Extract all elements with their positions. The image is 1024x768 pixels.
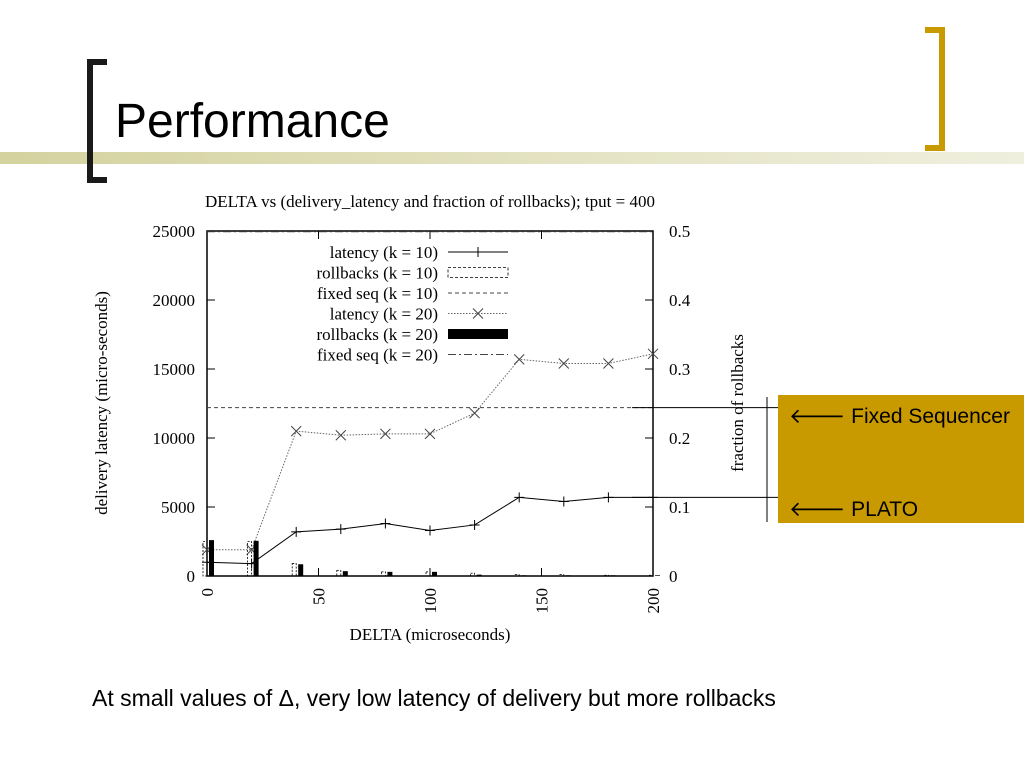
left-arrow-icon: 🡐 xyxy=(789,498,846,521)
y2-tick-label: 0.3 xyxy=(669,360,690,379)
latency-k-10-point xyxy=(335,524,346,535)
y-tick-label: 0 xyxy=(187,567,196,586)
legend-marker-latency-k-20 xyxy=(472,308,484,319)
x-axis-label: DELTA (microseconds) xyxy=(350,625,511,644)
x-tick-label: 150 xyxy=(533,588,552,614)
y-tick-label: 25000 xyxy=(153,222,196,241)
y-tick-label: 20000 xyxy=(153,291,196,310)
x-tick-label: 0 xyxy=(198,588,217,597)
rollbacks-k-20-bar xyxy=(521,575,527,576)
latency-k-10-point xyxy=(469,519,480,530)
slide-title: Performance xyxy=(115,95,390,148)
rollbacks-k-10-bar xyxy=(470,572,476,577)
latency-k-10-point xyxy=(291,526,302,537)
callout-label: PLATO xyxy=(851,498,919,521)
y2-tick-label: 0.2 xyxy=(669,429,690,448)
rollbacks-k-10-bar xyxy=(559,574,565,577)
y2-tick-label: 0.1 xyxy=(669,498,690,517)
legend-label-fixed-seq-k-20: fixed seq (k = 20) xyxy=(317,346,438,365)
rollbacks-k-10-bar xyxy=(336,570,342,577)
slide-caption: At small values of Δ, very low latency o… xyxy=(92,685,776,711)
y-axis-label: delivery latency (micro-seconds) xyxy=(92,291,111,515)
title-band xyxy=(0,152,1024,164)
x-tick-label: 50 xyxy=(310,588,329,605)
y2-tick-label: 0.5 xyxy=(669,222,690,241)
legend-label-fixed-seq-k-10: fixed seq (k = 10) xyxy=(317,284,438,303)
rollbacks-k-10-bar xyxy=(604,574,609,577)
left-bracket-decoration xyxy=(87,59,107,183)
legend-sample-rollbacks-k-10 xyxy=(447,267,509,278)
latency-k-10-point xyxy=(558,496,569,507)
legend-marker-latency-k-10 xyxy=(473,247,483,257)
y2-tick-label: 0.4 xyxy=(669,291,691,310)
latency-k-20-point xyxy=(513,353,525,365)
rollbacks-k-20-bar xyxy=(565,575,571,576)
rollbacks-k-10-bar xyxy=(202,541,208,577)
right-bracket-decoration xyxy=(925,27,945,151)
latency-k-20-point xyxy=(335,429,347,441)
legend-label-latency-k-10: latency (k = 10) xyxy=(330,243,438,262)
latency-k-20-point xyxy=(603,358,614,369)
chart-title: DELTA vs (delivery_latency and fraction … xyxy=(205,192,655,211)
rollbacks-k-10-bar xyxy=(425,571,431,577)
legend-label-latency-k-20: latency (k = 20) xyxy=(330,305,438,324)
rollbacks-k-20-bar xyxy=(432,571,437,576)
rollbacks-k-10-bar xyxy=(291,563,297,577)
latency-k-20-point xyxy=(647,348,659,360)
y-tick-label: 5000 xyxy=(161,498,195,517)
rollbacks-k-10-bar xyxy=(514,574,520,577)
callout-fixed-sequencer: 🡐 Fixed Sequencer xyxy=(789,404,1010,429)
latency-k-10-point xyxy=(380,518,391,529)
y-tick-label: 10000 xyxy=(153,429,196,448)
rollbacks-k-20-bar xyxy=(610,575,616,576)
rollbacks-k-20-bar xyxy=(476,574,482,576)
x-tick-label: 200 xyxy=(644,588,663,614)
callout-box xyxy=(778,395,1024,523)
rollbacks-k-20-bar xyxy=(342,571,348,576)
latency-k-20-point xyxy=(380,428,391,440)
legend-label-rollbacks-k-20: rollbacks (k = 20) xyxy=(317,325,438,344)
y-tick-label: 15000 xyxy=(153,360,196,379)
rollbacks-k-20-bar xyxy=(209,540,214,576)
latency-k-10-point xyxy=(425,525,435,536)
latency-k-20-point xyxy=(558,358,570,369)
rollbacks-k-20-bar xyxy=(253,540,259,576)
y2-tick-label: 0 xyxy=(669,567,678,586)
latency-k-20-line xyxy=(207,353,654,551)
callout-plato: 🡐 PLATO xyxy=(789,497,918,522)
latency-k-20-point xyxy=(290,425,302,437)
latency-k-20-point xyxy=(469,407,480,419)
rollbacks-k-10-bar xyxy=(247,541,253,577)
left-arrow-icon: 🡐 xyxy=(789,405,846,428)
rollbacks-k-10-bar xyxy=(380,571,386,577)
plot-frame xyxy=(206,230,654,577)
latency-k-10-point xyxy=(514,492,525,503)
y2-axis-label: fraction of rollbacks xyxy=(728,334,747,472)
legend-sample-rollbacks-k-20 xyxy=(448,329,508,339)
x-tick-label: 100 xyxy=(421,588,440,614)
latency-k-20-point xyxy=(424,428,436,440)
legend-label-rollbacks-k-10: rollbacks (k = 10) xyxy=(317,264,438,283)
rollbacks-k-20-bar xyxy=(298,564,304,576)
rollbacks-k-20-bar xyxy=(387,571,393,576)
latency-k-10-point xyxy=(603,492,614,503)
rollbacks-k-10-bar xyxy=(648,574,654,577)
callout-label: Fixed Sequencer xyxy=(851,405,1010,428)
rollbacks-k-20-bar xyxy=(655,575,660,576)
